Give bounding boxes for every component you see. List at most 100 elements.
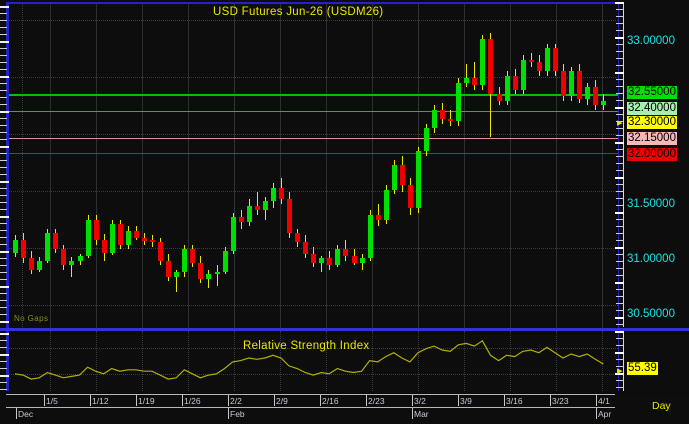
price-level-badge[interactable]: 32.00000	[627, 148, 677, 161]
candle-body[interactable]	[561, 71, 566, 97]
price-level-badge[interactable]: 32.40000	[627, 102, 677, 115]
candle-body[interactable]	[279, 187, 284, 199]
candle-body[interactable]	[45, 233, 50, 261]
candle-body[interactable]	[400, 164, 405, 186]
candle-body[interactable]	[521, 59, 526, 90]
price-axis-tick	[616, 198, 623, 199]
candle-body[interactable]	[215, 271, 220, 275]
price-y-axis[interactable]	[615, 2, 627, 327]
candle-body[interactable]	[545, 48, 550, 72]
candle-body[interactable]	[368, 214, 373, 259]
candle-body[interactable]	[480, 39, 485, 85]
price-axis-tick	[616, 184, 623, 185]
candle-body[interactable]	[432, 110, 437, 129]
level-line-support-upper[interactable]	[9, 138, 618, 139]
price-level-badge[interactable]: 32.15000	[627, 132, 677, 145]
candle-body[interactable]	[464, 78, 469, 83]
candle-body[interactable]	[255, 205, 260, 211]
candle-body[interactable]	[424, 128, 429, 152]
candle-body[interactable]	[271, 187, 276, 202]
x-axis-date-label: 2/9	[276, 396, 288, 406]
candle-body[interactable]	[488, 39, 493, 95]
level-line-support-lower[interactable]	[9, 153, 618, 154]
candle-body[interactable]	[311, 253, 316, 263]
candle-body[interactable]	[86, 219, 91, 256]
price-level-badge[interactable]: 32.30000	[627, 116, 677, 129]
candle-body[interactable]	[352, 256, 357, 263]
candle-body[interactable]	[239, 217, 244, 222]
axis-tick	[0, 272, 7, 273]
candle-body[interactable]	[577, 71, 582, 99]
candle-body[interactable]	[408, 185, 413, 209]
candle-body[interactable]	[142, 237, 147, 242]
level-line-resistance-lower[interactable]	[9, 111, 618, 112]
rsi-axis-tick	[615, 373, 624, 375]
price-plot-area[interactable]	[6, 2, 619, 329]
candle-body[interactable]	[376, 214, 381, 220]
candle-body[interactable]	[513, 75, 518, 90]
candle-body[interactable]	[343, 249, 348, 256]
candle-body[interactable]	[190, 249, 195, 263]
candle-body[interactable]	[69, 260, 74, 266]
candle-body[interactable]	[472, 78, 477, 85]
candle-body[interactable]	[231, 217, 236, 252]
candle-body[interactable]	[37, 260, 42, 270]
candle-body[interactable]	[360, 258, 365, 263]
candle-body[interactable]	[505, 75, 510, 101]
candle-body[interactable]	[13, 240, 18, 253]
candle-body[interactable]	[78, 256, 83, 261]
candle-body[interactable]	[585, 87, 590, 99]
candle-body[interactable]	[327, 258, 332, 266]
candle-body[interactable]	[53, 233, 58, 250]
candle-body[interactable]	[497, 94, 502, 101]
candle-body[interactable]	[174, 271, 179, 277]
candle-body[interactable]	[150, 240, 155, 243]
candle-body[interactable]	[158, 242, 163, 261]
candle-body[interactable]	[537, 62, 542, 72]
price-vgridline	[96, 4, 97, 329]
candle-body[interactable]	[569, 71, 574, 97]
candle-body[interactable]	[335, 249, 340, 266]
candle-body[interactable]	[263, 201, 268, 211]
candle-body[interactable]	[529, 59, 534, 63]
candle-body[interactable]	[448, 119, 453, 122]
candle-body[interactable]	[601, 100, 606, 106]
candle-body[interactable]	[303, 242, 308, 254]
candle-body[interactable]	[247, 205, 252, 222]
candle-body[interactable]	[384, 189, 389, 220]
axis-tick	[0, 174, 7, 175]
candle-body[interactable]	[118, 224, 123, 245]
candle-body[interactable]	[134, 230, 139, 238]
rsi-plot-area[interactable]	[6, 331, 619, 391]
candle-body[interactable]	[21, 240, 26, 259]
axis-tick	[0, 41, 9, 43]
price-vgridline	[280, 4, 281, 329]
price-axis-tick	[615, 282, 624, 284]
price-axis-tick	[616, 324, 623, 325]
candle-body[interactable]	[110, 224, 115, 253]
candle-body[interactable]	[198, 262, 203, 279]
candle-body[interactable]	[94, 219, 99, 241]
no-gaps-label: No Gaps	[14, 314, 49, 323]
candle-body[interactable]	[440, 110, 445, 120]
candle-body[interactable]	[593, 87, 598, 106]
level-line-resistance-upper[interactable]	[9, 94, 618, 96]
candle-body[interactable]	[416, 151, 421, 209]
candle-body[interactable]	[295, 233, 300, 243]
candle-body[interactable]	[126, 230, 131, 245]
candle-body[interactable]	[29, 258, 34, 270]
candle-body[interactable]	[206, 274, 211, 279]
candle-body[interactable]	[319, 258, 324, 263]
candle-body[interactable]	[166, 260, 171, 277]
candle-body[interactable]	[182, 249, 187, 272]
candle-body[interactable]	[287, 199, 292, 234]
candle-body[interactable]	[456, 82, 461, 122]
rsi-y-axis[interactable]	[615, 331, 627, 391]
rsi-vgridline	[418, 331, 419, 391]
candle-body[interactable]	[223, 251, 228, 272]
candle-body[interactable]	[553, 48, 558, 72]
candle-body[interactable]	[392, 164, 397, 190]
candle-body[interactable]	[61, 249, 66, 266]
price-level-badge[interactable]: 32.55000	[627, 86, 677, 99]
candle-body[interactable]	[102, 240, 107, 253]
